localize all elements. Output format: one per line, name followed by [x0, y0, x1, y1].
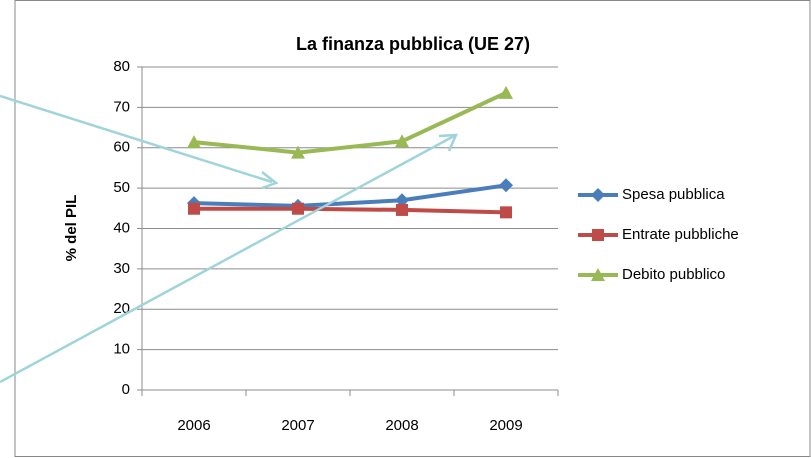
marker: [500, 206, 512, 219]
annotations: [0, 94, 458, 384]
marker: [291, 145, 305, 159]
y-tick-label: 0: [122, 381, 130, 398]
legend-label: Entrate pubbliche: [622, 226, 739, 243]
y-tick-label: 10: [113, 341, 130, 358]
series-line: [193, 183, 507, 208]
y-tick-label: 40: [113, 219, 130, 236]
chart-title: La finanza pubblica (UE 27): [296, 34, 530, 54]
series-line: [194, 206, 507, 215]
arrow-head: [438, 133, 458, 152]
y-axis-label: % del PIL: [63, 195, 80, 262]
x-tick-label: 2006: [177, 417, 210, 434]
marker: [396, 203, 408, 216]
marker: [499, 85, 513, 99]
marker: [292, 202, 304, 215]
series-line: [193, 91, 507, 155]
y-tick-label: 70: [113, 98, 130, 115]
annotation-arrow: [0, 94, 273, 184]
marker: [395, 134, 409, 148]
y-tick-label: 60: [113, 139, 130, 156]
marker: [499, 178, 513, 193]
marker: [395, 193, 409, 208]
x-tick-label: 2008: [385, 417, 418, 434]
legend-label: Spesa pubblica: [622, 186, 725, 203]
legend-label: Debito pubblico: [622, 266, 725, 283]
arrow-head: [261, 171, 279, 190]
y-tick-label: 50: [113, 179, 130, 196]
x-tick-label: 2009: [489, 417, 522, 434]
x-tick-label: 2007: [281, 417, 314, 434]
y-tick-label: 30: [113, 260, 130, 277]
y-tick-label: 80: [113, 58, 130, 75]
marker: [188, 202, 200, 215]
annotation-arrow: [0, 134, 455, 384]
marker: [187, 135, 201, 149]
